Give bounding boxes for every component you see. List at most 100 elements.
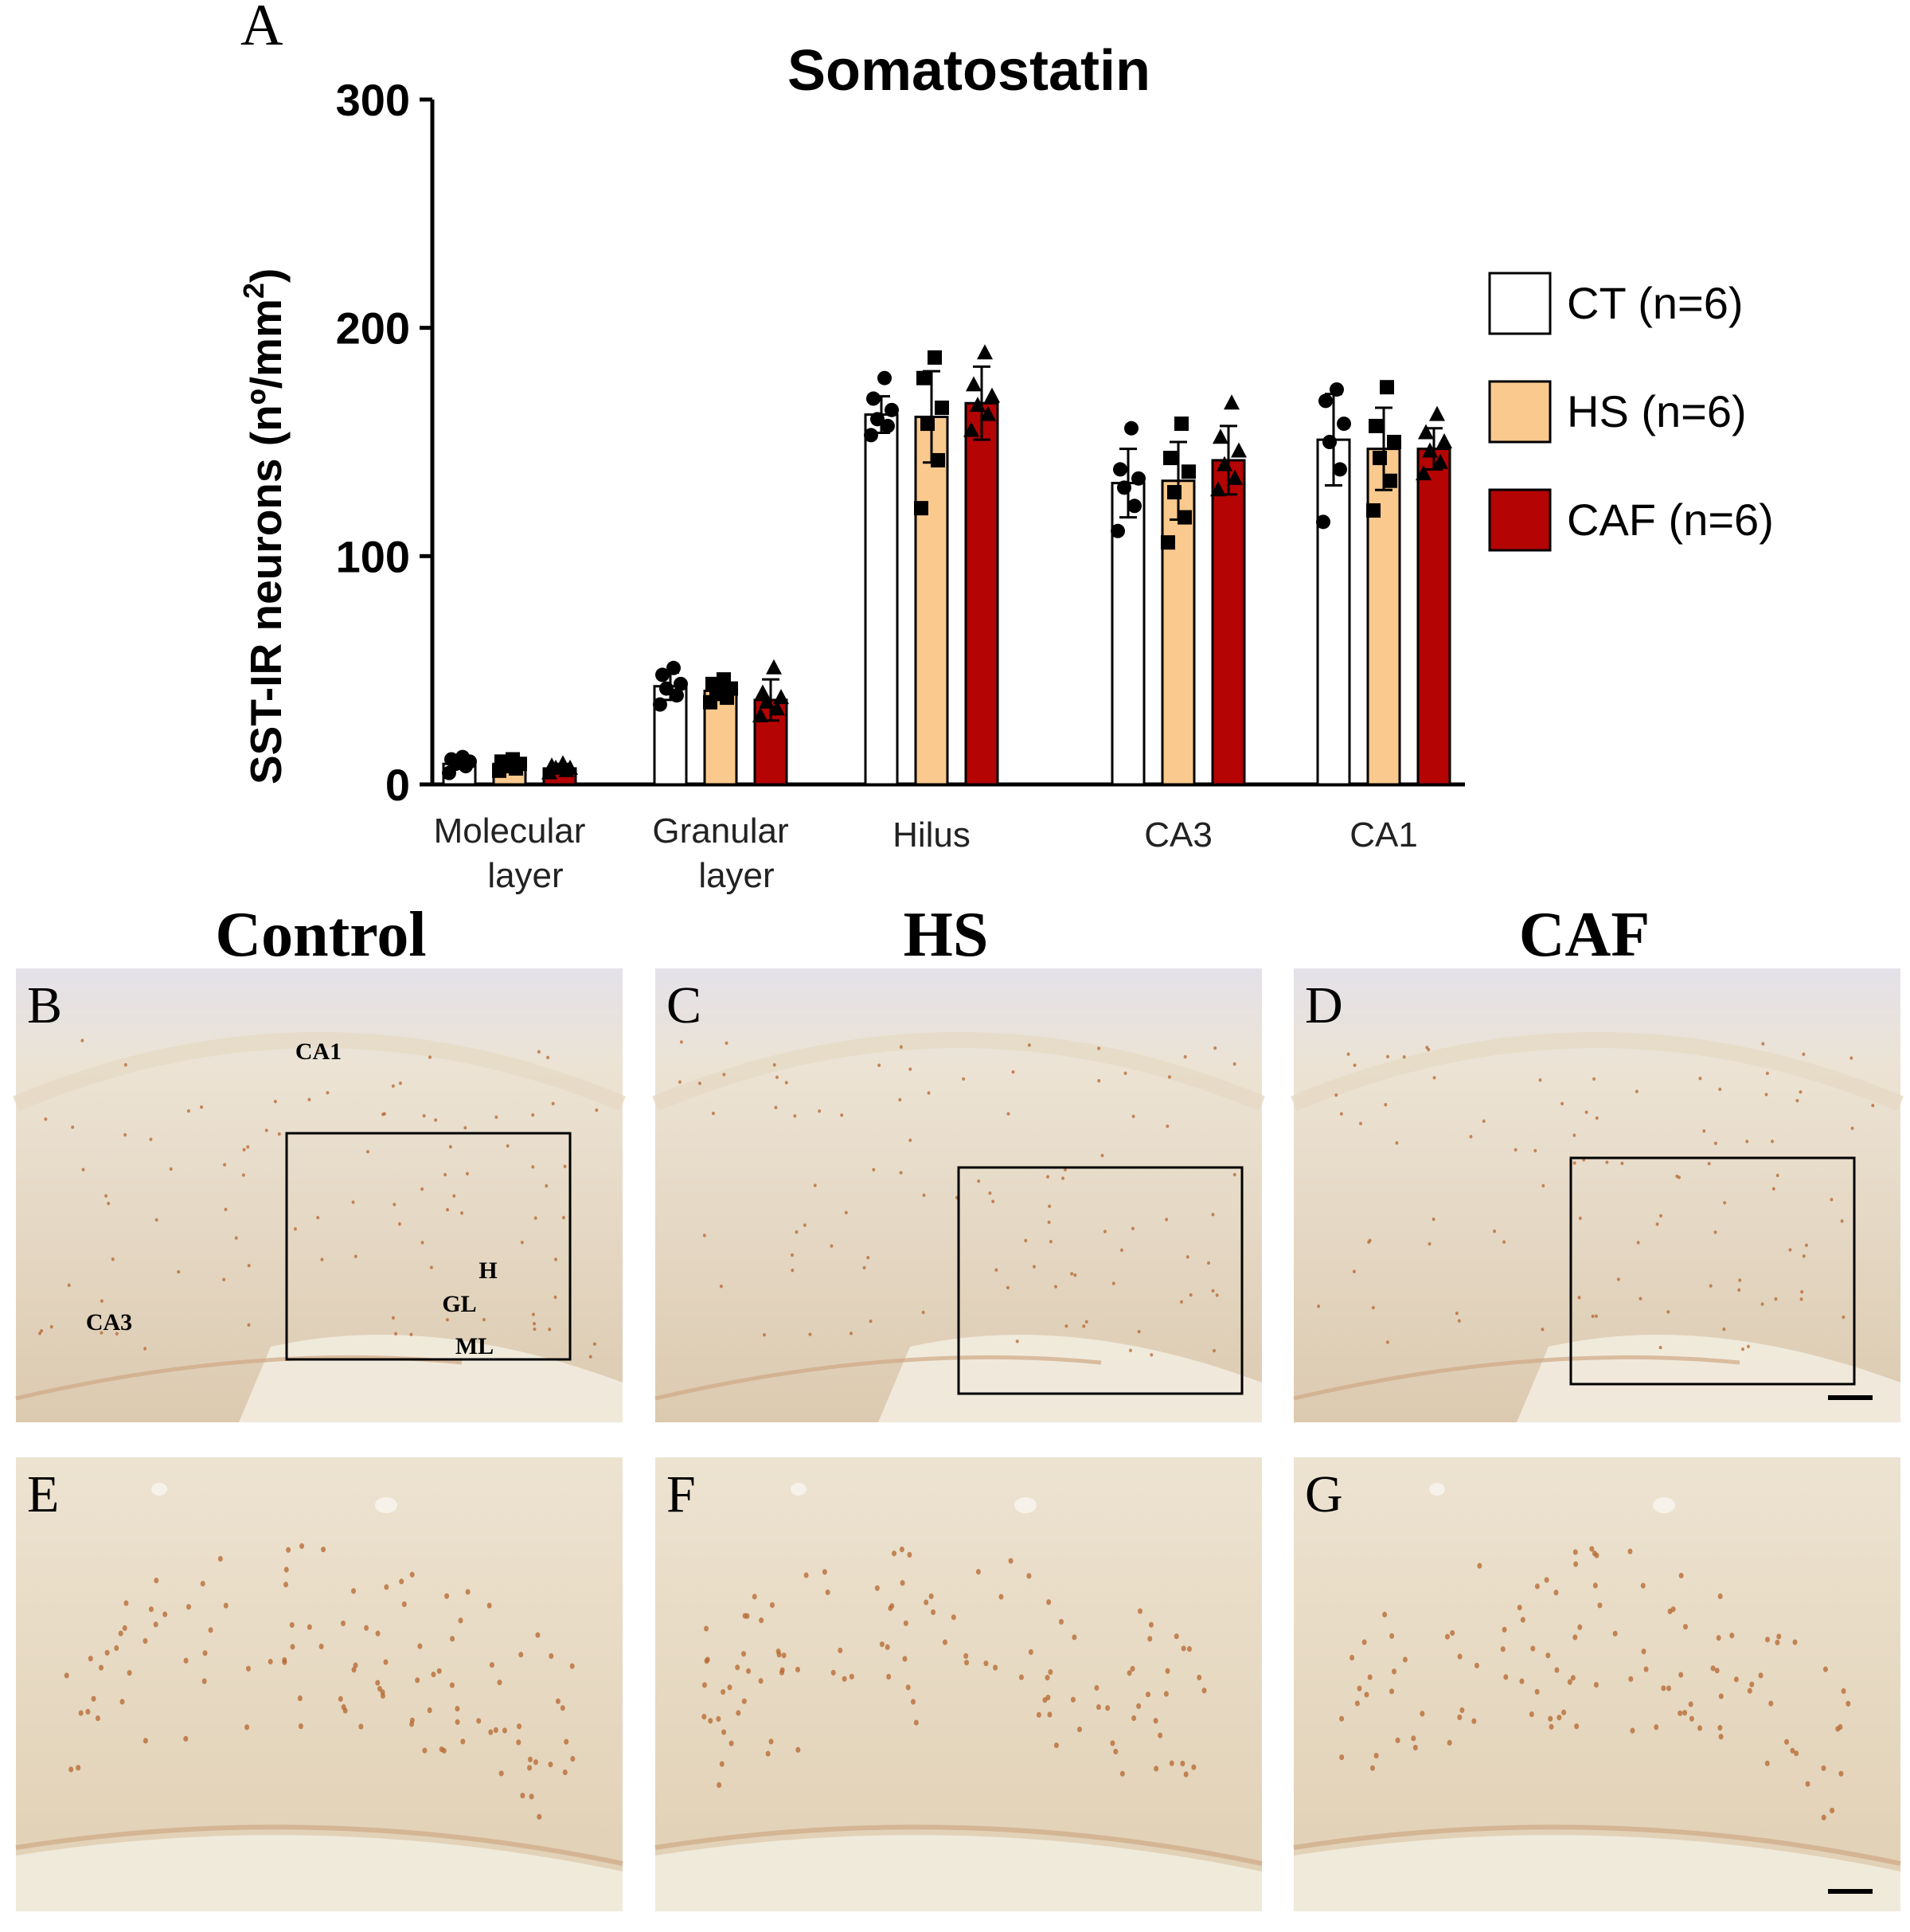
stained-cell [100, 1299, 104, 1303]
stained-cell [533, 1216, 537, 1220]
stained-cell [548, 1762, 553, 1768]
stained-cell [1760, 1302, 1764, 1306]
stained-cell [741, 1651, 747, 1657]
stained-cell [1457, 1653, 1463, 1660]
stained-cell [1594, 1314, 1598, 1318]
stained-cell [1713, 1230, 1717, 1234]
data-point [1373, 451, 1387, 466]
stained-cell [520, 1793, 525, 1799]
stained-cell [1534, 1688, 1540, 1695]
stained-cell [1775, 1173, 1779, 1178]
region-label-ca1: CA1 [295, 1038, 342, 1065]
stained-cell [1444, 1633, 1450, 1640]
stained-cell [431, 1672, 436, 1678]
y-tick-label: 100 [336, 531, 410, 581]
stained-cell [200, 1105, 204, 1109]
data-point [885, 402, 899, 417]
stained-cell [1749, 1681, 1755, 1688]
stained-cell [1477, 1562, 1482, 1569]
stained-cell [1146, 1691, 1151, 1698]
stained-cell [341, 1703, 346, 1711]
stained-cell [1567, 1679, 1572, 1685]
stained-cell [183, 1735, 189, 1742]
stained-cell [803, 1572, 809, 1578]
stained-cell [1627, 1548, 1633, 1555]
stained-cell [531, 1312, 535, 1316]
stained-cell [951, 1614, 956, 1621]
stained-cell [1553, 1590, 1559, 1596]
stained-cell [1073, 1273, 1077, 1277]
stained-cell [351, 1667, 357, 1673]
stained-cell [1678, 1710, 1683, 1716]
stained-cell [781, 1652, 787, 1659]
stained-cell [1389, 1688, 1395, 1695]
stained-cell [842, 1676, 847, 1682]
stained-cell [409, 1571, 415, 1578]
data-point [1113, 462, 1127, 477]
stained-cell [1502, 1240, 1506, 1244]
stained-cell [241, 1173, 245, 1177]
stained-cell [1597, 1602, 1603, 1609]
stained-cell [427, 1707, 432, 1714]
stained-cell [1584, 1110, 1588, 1114]
stained-cell [307, 1097, 311, 1102]
stained-cell [1131, 1226, 1135, 1230]
column-title-hs: HS [904, 900, 989, 970]
stained-cell [517, 1723, 522, 1730]
stained-cell [245, 1665, 251, 1672]
stained-cell [840, 1113, 844, 1117]
stained-cell [298, 1723, 303, 1730]
data-point [1369, 418, 1383, 433]
stained-cell [1794, 1750, 1799, 1757]
stained-cell [149, 1137, 153, 1141]
stained-cell [1042, 1697, 1048, 1703]
stained-cell [1131, 1715, 1137, 1722]
stained-cell [1163, 1691, 1169, 1697]
stained-cell [1594, 1552, 1599, 1559]
legend-label-0: CT (n=6) [1567, 278, 1743, 328]
bar [1211, 459, 1246, 786]
stained-cell [341, 1620, 346, 1627]
data-point [1429, 405, 1445, 421]
stained-cell [991, 1199, 995, 1203]
legend-label-1: HS (n=6) [1567, 386, 1747, 436]
stained-cell [554, 1257, 558, 1261]
stained-cell [825, 1589, 830, 1596]
stained-cell [148, 1606, 154, 1613]
stained-cell [498, 1770, 504, 1777]
stained-cell [1675, 1174, 1679, 1179]
stained-cell [1412, 1744, 1418, 1751]
stained-cell [299, 1543, 305, 1549]
legend-swatch-0 [1488, 272, 1552, 335]
data-point [935, 401, 949, 415]
stained-cell [1768, 1700, 1774, 1707]
vessel [1429, 1483, 1445, 1496]
stained-cell [493, 1727, 498, 1734]
data-point [963, 421, 979, 437]
data-point [966, 376, 982, 392]
stained-cell [1716, 1635, 1721, 1641]
stained-cell [293, 1226, 297, 1231]
stained-cell [1094, 1684, 1100, 1691]
data-point [1163, 451, 1178, 466]
stained-cell [708, 1718, 713, 1724]
stained-cell [1822, 1666, 1828, 1672]
stained-cell [488, 1729, 494, 1735]
data-point [1161, 535, 1175, 550]
x-tick-label: Molecular [434, 812, 586, 851]
stained-cell [326, 1091, 330, 1095]
stained-cell [1119, 1248, 1123, 1253]
stained-cell [449, 1682, 455, 1688]
micrograph-c: C [652, 968, 1265, 1422]
stained-cell [465, 1171, 469, 1176]
region-label-ca3: CA3 [86, 1309, 132, 1336]
stained-cell [98, 1664, 104, 1671]
legend-swatch-2 [1488, 488, 1552, 552]
x-tick-label: Granular [652, 812, 788, 851]
stained-cell [704, 1625, 709, 1632]
stained-cell [866, 1255, 870, 1260]
stained-cell [242, 1148, 246, 1152]
stained-cell [1006, 1285, 1010, 1290]
y-tick-label: 200 [336, 303, 410, 354]
stained-cell [223, 1602, 228, 1609]
